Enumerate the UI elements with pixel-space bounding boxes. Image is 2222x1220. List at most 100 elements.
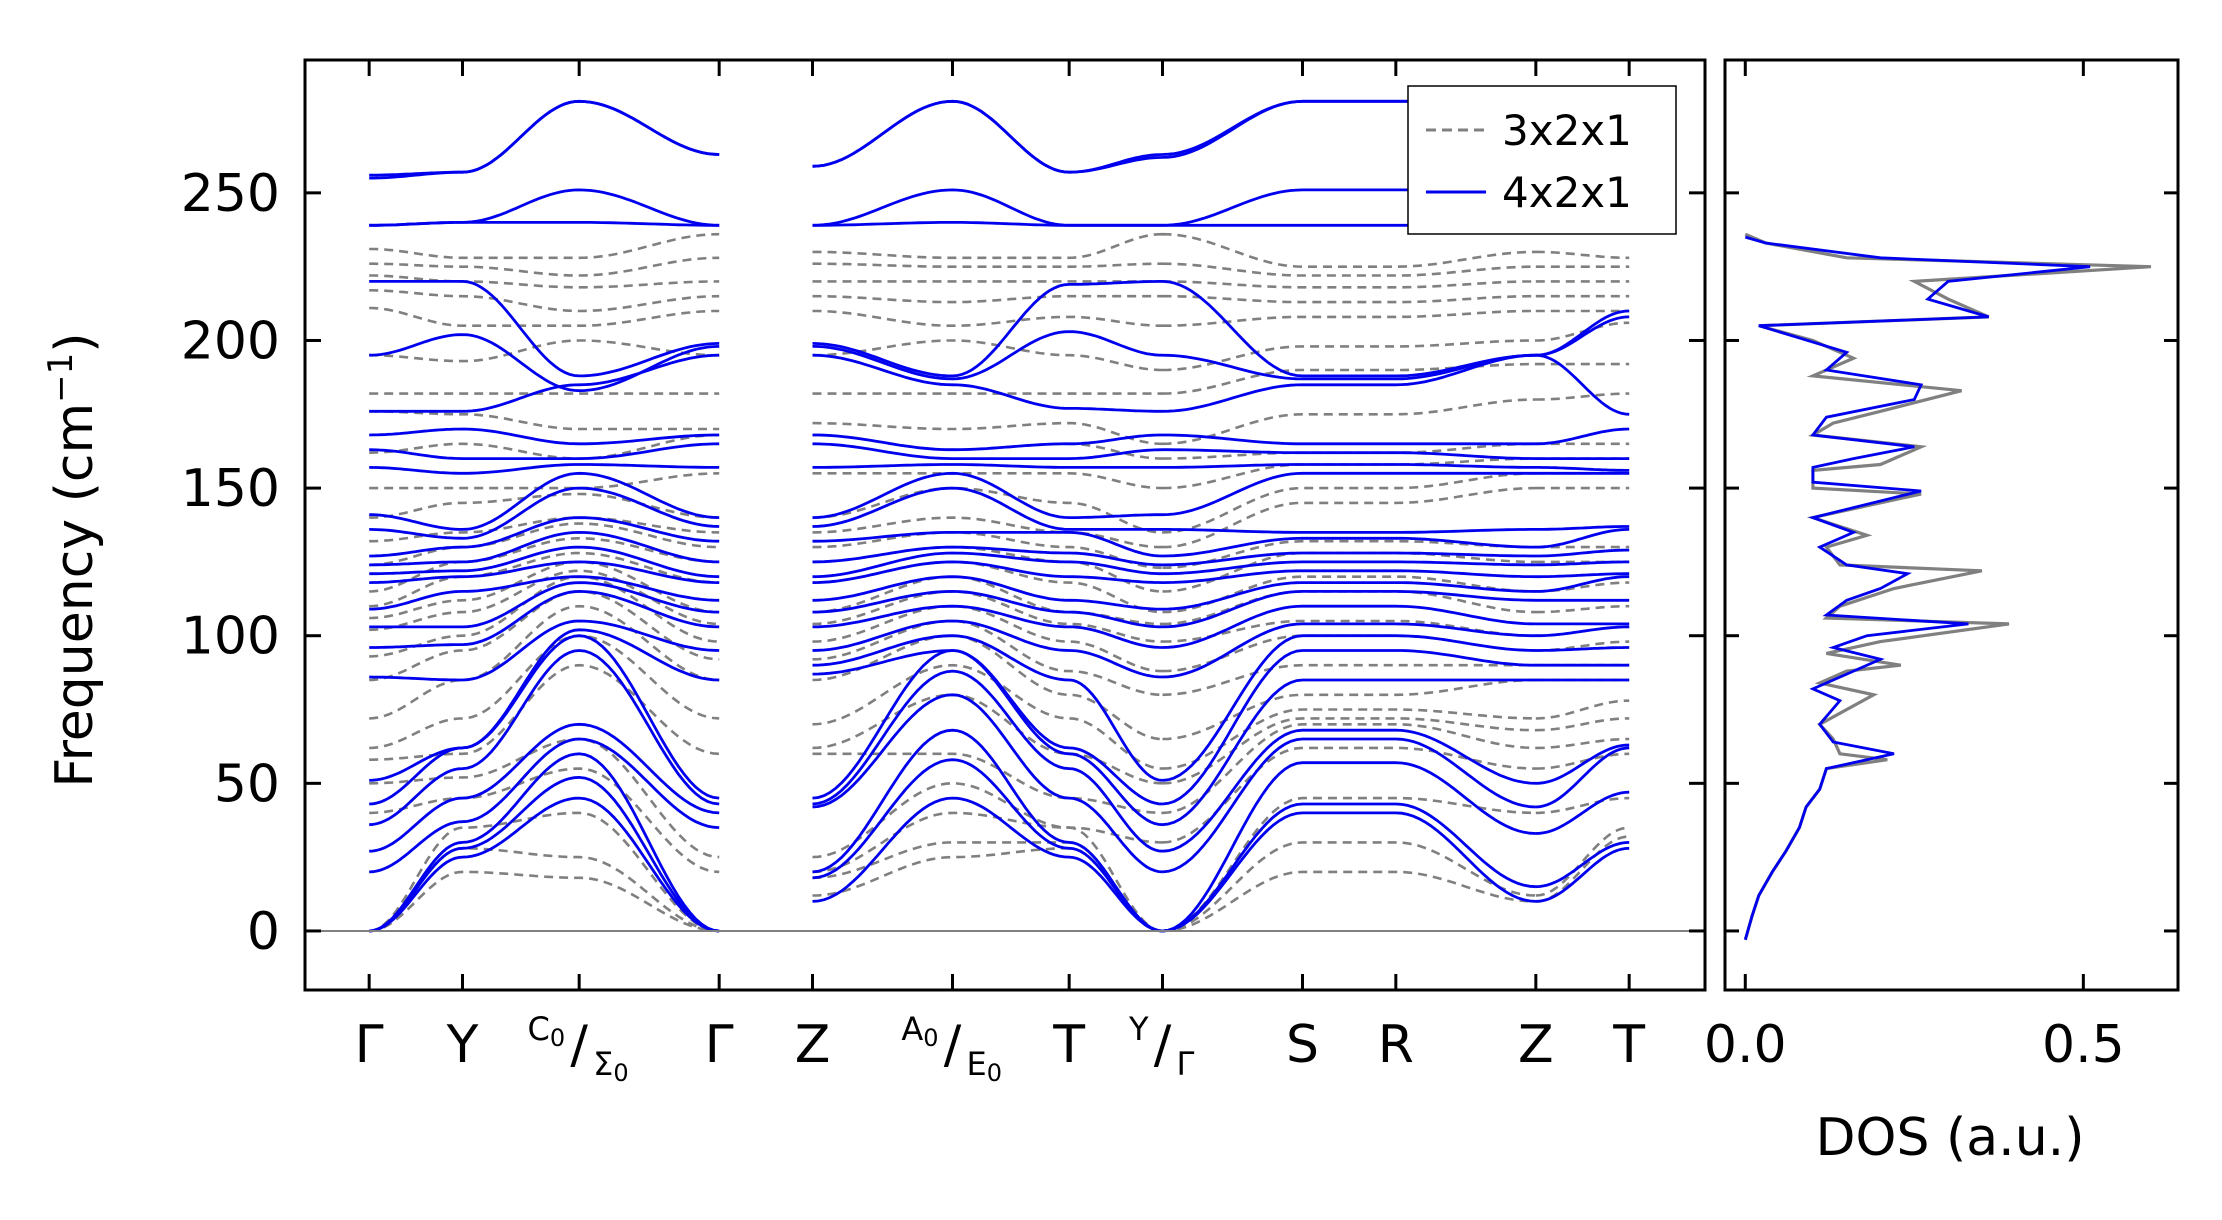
dos-curve-4x2x1 bbox=[1743, 235, 2091, 941]
band-3x2x1-25 bbox=[369, 256, 1630, 277]
kpath-label-slash: / bbox=[570, 1015, 588, 1075]
band-4x2x1-0 bbox=[369, 796, 1630, 933]
band-4x2x1-16 bbox=[369, 486, 1630, 540]
dos-x-tick-label: 0.0 bbox=[1704, 1015, 1787, 1075]
band-4x2x1-6 bbox=[369, 634, 1630, 806]
kpath-label: T bbox=[1052, 1015, 1085, 1075]
band-3x2x1-4 bbox=[369, 723, 1630, 859]
band-4x2x1-3 bbox=[369, 693, 1630, 874]
band-3x2x1-7 bbox=[369, 604, 1630, 741]
kpath-label-top: A0 bbox=[901, 1010, 938, 1052]
y-tick-label: 150 bbox=[181, 459, 280, 519]
kpath-compound-label: C0/Σ0 bbox=[528, 1010, 629, 1087]
kpath-label-bottom: E0 bbox=[967, 1045, 1003, 1087]
kpath-label-slash: / bbox=[944, 1015, 962, 1075]
y-tick-label: 0 bbox=[247, 902, 280, 962]
band-4x2x1-24 bbox=[369, 221, 1630, 227]
y-tick-label: 100 bbox=[181, 607, 280, 667]
band-4x2x1-12 bbox=[369, 560, 1630, 584]
band-4x2x1-8 bbox=[369, 619, 1630, 682]
kpath-compound-label: A0/E0 bbox=[901, 1010, 1002, 1087]
kpath-compound-label: Y / Γ bbox=[1128, 1010, 1195, 1083]
kpath-label: Z bbox=[795, 1015, 831, 1075]
kpath-label-slash: / bbox=[1154, 1015, 1172, 1075]
y-axis-ticks: 0 50 100 150 200 250 bbox=[181, 164, 1705, 962]
band-4x2x1-5 bbox=[369, 649, 1630, 827]
y-axis-title-text: Frequency (cm bbox=[45, 403, 105, 788]
band-3x2x1-17 bbox=[369, 457, 1630, 490]
dos-x-tick-label: 0.5 bbox=[2042, 1015, 2125, 1075]
y-tick-label: 250 bbox=[181, 164, 280, 224]
series-4x2x1-bands bbox=[369, 99, 1630, 933]
kpath-label: R bbox=[1378, 1015, 1414, 1075]
legend-box bbox=[1407, 85, 1677, 235]
kpath-label-top-sub: 0 bbox=[923, 1024, 938, 1052]
band-4x2x1-1 bbox=[369, 758, 1630, 933]
kpath-label: Y bbox=[446, 1015, 479, 1075]
band-3x2x1-15 bbox=[369, 486, 1630, 549]
band-4x2x1-19 bbox=[369, 442, 1630, 460]
kpath-label-bottom-sub: 0 bbox=[987, 1059, 1002, 1087]
kpath-label-top: C0 bbox=[528, 1010, 566, 1052]
y-axis-title: Frequency (cm−1) bbox=[41, 332, 105, 787]
kpath-label-top-sub: 0 bbox=[550, 1024, 565, 1052]
band-4x2x1-20 bbox=[369, 427, 1630, 452]
dos-curves bbox=[1743, 232, 2152, 941]
band-3x2x1-10 bbox=[369, 569, 1630, 643]
legend: 3x2x1 4x2x1 bbox=[1407, 85, 1677, 235]
band-3x2x1-14 bbox=[369, 522, 1630, 570]
band-4x2x1-14 bbox=[369, 530, 1630, 567]
legend-label-3x2x1: 3x2x1 bbox=[1502, 106, 1632, 155]
band-4x2x1-7 bbox=[369, 628, 1630, 782]
kpath-label-bottom: Γ bbox=[1177, 1045, 1195, 1083]
band-4x2x1-21 bbox=[369, 353, 1630, 416]
band-3x2x1-2 bbox=[369, 796, 1630, 933]
band-3x2x1-19 bbox=[369, 392, 1630, 446]
kpath-label: T bbox=[1612, 1015, 1645, 1075]
kpath-label: Γ bbox=[355, 1015, 384, 1075]
band-3x2x1-22 bbox=[369, 306, 1630, 327]
band-4x2x1-4 bbox=[369, 669, 1630, 853]
y-tick-label: 50 bbox=[214, 754, 280, 814]
band-3x2x1-3 bbox=[369, 746, 1630, 874]
kpath-ticks: Γ Y C0/Σ0 Γ Z A0/E0 T Y / Γ S R Z T bbox=[355, 60, 1645, 1087]
band-4x2x1-13 bbox=[369, 545, 1630, 579]
band-3x2x1-21 bbox=[369, 321, 1630, 372]
band-4x2x1-10 bbox=[369, 581, 1630, 629]
band-3x2x1-11 bbox=[369, 560, 1630, 626]
kpath-label: Γ bbox=[705, 1015, 734, 1075]
dos-panel: 0.0 0.5 DOS (a.u.) bbox=[1704, 58, 2180, 1168]
band-3x2x1-12 bbox=[369, 551, 1630, 614]
kpath-label-bottom-sub: 0 bbox=[613, 1059, 628, 1087]
y-tick-label: 200 bbox=[181, 311, 280, 371]
band-3x2x1-13 bbox=[369, 536, 1630, 593]
band-3x2x1-6 bbox=[369, 634, 1630, 770]
dos-plot-frame bbox=[1723, 58, 2180, 992]
band-4x2x1-23 bbox=[369, 280, 1630, 378]
kpath-label: S bbox=[1286, 1015, 1319, 1075]
series-3x2x1-bands bbox=[369, 232, 1630, 933]
band-4x2x1-18 bbox=[369, 463, 1630, 475]
band-3x2x1-20 bbox=[369, 362, 1630, 395]
dos-x-axis-title: DOS (a.u.) bbox=[1816, 1108, 2085, 1168]
band-4x2x1-22 bbox=[369, 315, 1630, 393]
band-3x2x1-26 bbox=[369, 232, 1630, 268]
band-3x2x1-23 bbox=[369, 289, 1630, 313]
legend-label-4x2x1: 4x2x1 bbox=[1502, 168, 1632, 217]
band-4x2x1-17 bbox=[369, 471, 1630, 531]
y-axis-title-sup: −1 bbox=[41, 353, 81, 403]
band-4x2x1-9 bbox=[369, 589, 1630, 649]
band-3x2x1-1 bbox=[369, 826, 1630, 933]
band-plot-frame bbox=[303, 58, 1707, 992]
band-4x2x1-25 bbox=[369, 188, 1630, 227]
y-axis-title-close: ) bbox=[45, 332, 105, 352]
dos-axis-ticks: 0.0 0.5 bbox=[1704, 60, 2178, 1075]
band-4x2x1-27 bbox=[369, 99, 1630, 177]
band-4x2x1-11 bbox=[369, 575, 1630, 611]
kpath-label: Z bbox=[1518, 1015, 1554, 1075]
kpath-label-bottom: Σ0 bbox=[593, 1045, 629, 1087]
band-4x2x1-2 bbox=[369, 728, 1630, 933]
